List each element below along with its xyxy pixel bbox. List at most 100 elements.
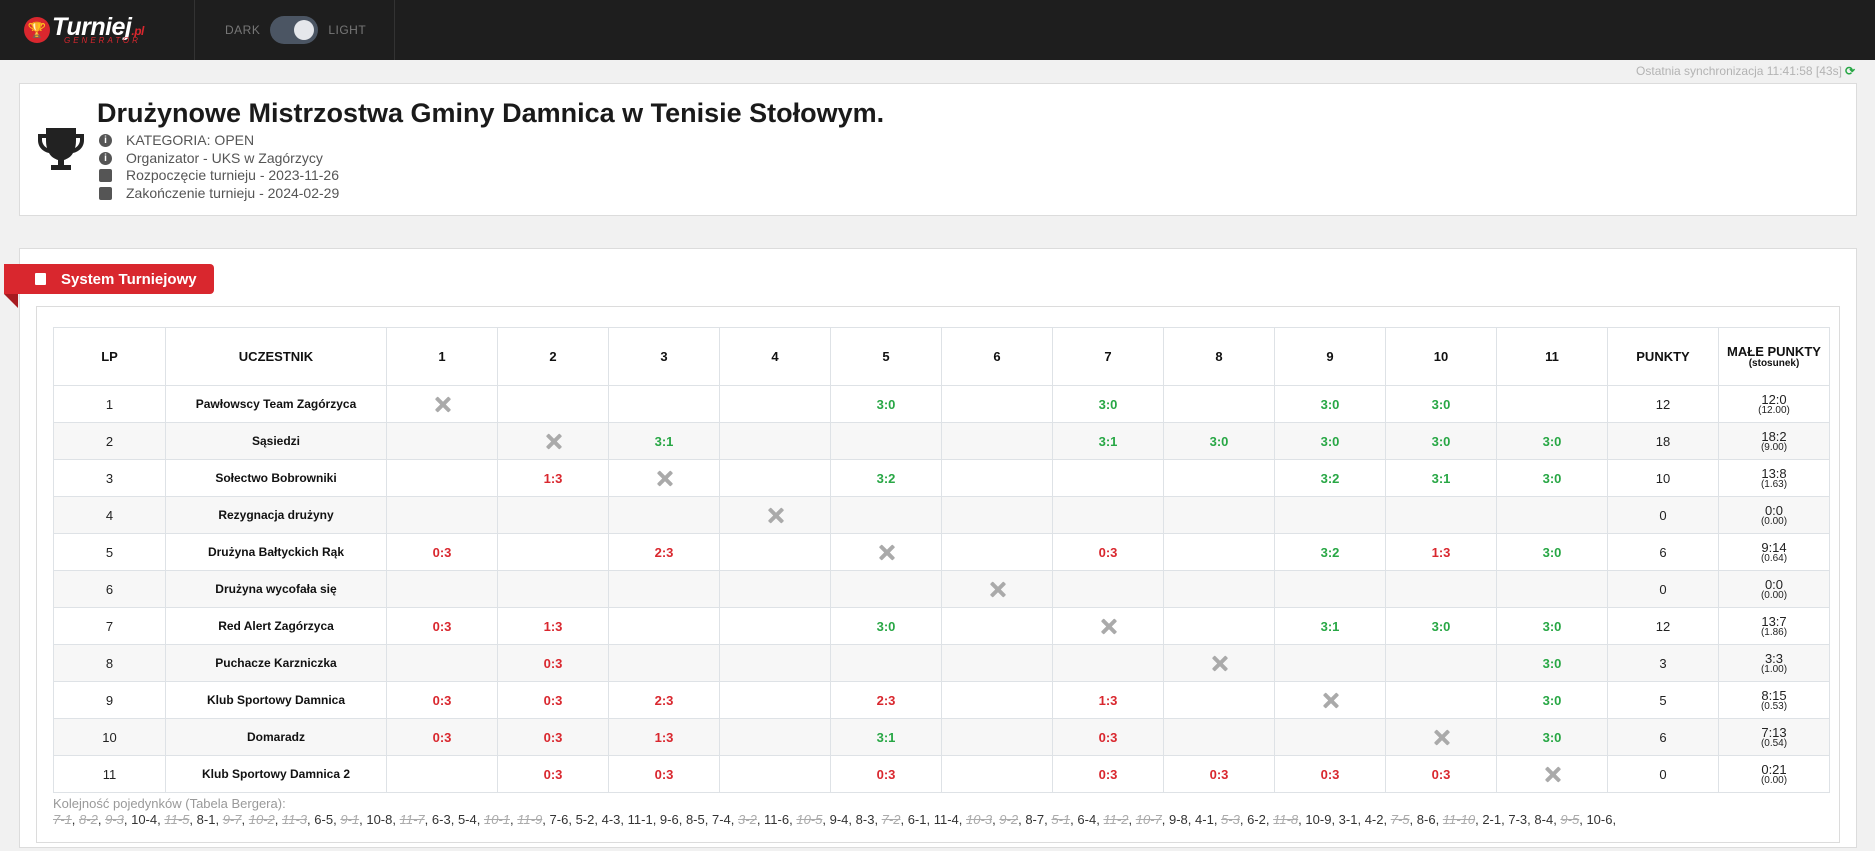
row-points: 12 <box>1607 607 1719 645</box>
berger-pair: 9-7 <box>222 812 242 827</box>
berger-pair: 6-3 <box>431 812 451 827</box>
result-cell[interactable]: 3:0 <box>1163 422 1275 460</box>
result-cell[interactable]: 1:3 <box>1052 681 1164 719</box>
result-cell[interactable]: 1:3 <box>497 607 609 645</box>
result-cell[interactable]: 2:3 <box>608 533 720 571</box>
berger-pair: 7-2 <box>881 812 901 827</box>
result-cell[interactable]: 3:1 <box>1385 459 1497 497</box>
empty-cell <box>1052 644 1164 682</box>
row-team-name[interactable]: Sołectwo Bobrowniki <box>165 459 387 497</box>
berger-pair: 2-1 <box>1482 812 1502 827</box>
loss-score: 0:3 <box>876 766 896 782</box>
theme-switch: DARK LIGHT <box>195 0 396 60</box>
result-cell[interactable]: 0:3 <box>1052 755 1164 793</box>
result-cell[interactable]: 3:0 <box>1385 422 1497 460</box>
loss-score: 1:3 <box>1098 692 1118 708</box>
row-team-name[interactable]: Puchacze Karzniczka <box>165 644 387 682</box>
empty-cell <box>941 607 1053 645</box>
result-cell[interactable]: 0:3 <box>608 755 720 793</box>
win-score: 3:0 <box>1542 692 1562 708</box>
empty-cell <box>941 681 1053 719</box>
result-cell[interactable]: 0:3 <box>1274 755 1386 793</box>
row-team-name[interactable]: Red Alert Zagórzyca <box>165 607 387 645</box>
row-small-points: 0:21 (0.00) <box>1718 755 1830 793</box>
row-team-name[interactable]: Sąsiedzi <box>165 422 387 460</box>
small-points-value: 13:7 <box>1761 613 1787 629</box>
result-cell[interactable]: 3:1 <box>1052 422 1164 460</box>
result-cell[interactable]: 3:0 <box>1052 385 1164 423</box>
row-team-name[interactable]: Klub Sportowy Damnica <box>165 681 387 719</box>
result-cell[interactable]: 3:0 <box>1496 422 1608 460</box>
empty-cell <box>1052 496 1164 534</box>
berger-pair: 10-7 <box>1135 812 1162 827</box>
info-icon: i <box>99 134 112 148</box>
result-cell[interactable]: 0:3 <box>386 681 498 719</box>
empty-cell <box>719 607 831 645</box>
info-start-date: Rozpoczęcie turnieju - 2023-11-26 <box>97 167 339 185</box>
row-team-name[interactable]: Drużyna wycofała się <box>165 570 387 608</box>
section-ribbon[interactable]: System Turniejowy <box>4 264 214 294</box>
result-cell[interactable]: 1:3 <box>1385 533 1497 571</box>
row-team-name[interactable]: Pawłowscy Team Zagórzyca <box>165 385 387 423</box>
result-cell[interactable]: 2:3 <box>608 681 720 719</box>
result-cell[interactable]: 3:1 <box>1274 607 1386 645</box>
result-cell[interactable]: 3:2 <box>1274 533 1386 571</box>
row-team-name[interactable]: Rezygnacja drużyny <box>165 496 387 534</box>
row-lp: 1 <box>53 385 166 423</box>
result-cell[interactable]: 3:0 <box>830 385 942 423</box>
result-cell[interactable]: 1:3 <box>608 718 720 756</box>
result-cell[interactable]: 0:3 <box>386 533 498 571</box>
result-cell[interactable]: 0:3 <box>497 755 609 793</box>
loss-score: 0:3 <box>543 766 563 782</box>
result-cell[interactable]: 3:1 <box>608 422 720 460</box>
sync-status: Ostatnia synchronizacja 11:41:58 [43s] ⟳ <box>1636 64 1855 78</box>
empty-cell <box>497 570 609 608</box>
theme-toggle[interactable] <box>270 16 319 44</box>
result-cell[interactable]: 0:3 <box>830 755 942 793</box>
small-points-ratio: 7:13 (0.54) <box>1719 726 1829 749</box>
row-team-name[interactable]: Drużyna Bałtyckich Rąk <box>165 533 387 571</box>
col-points: PUNKTY <box>1607 327 1719 386</box>
result-cell[interactable]: 3:0 <box>1274 385 1386 423</box>
result-cell[interactable]: 3:0 <box>1496 644 1608 682</box>
result-cell[interactable]: 3:0 <box>1496 607 1608 645</box>
loss-score: 0:3 <box>432 618 452 634</box>
result-cell[interactable]: 0:3 <box>497 644 609 682</box>
brand-logo[interactable]: 🏆 Turniej.pl GENERATOR <box>0 0 195 60</box>
result-cell[interactable]: 3:0 <box>830 607 942 645</box>
result-cell[interactable]: 0:3 <box>386 607 498 645</box>
empty-cell <box>386 755 498 793</box>
berger-pair: 6-4 <box>1077 812 1097 827</box>
empty-cell <box>608 385 720 423</box>
result-cell[interactable]: 0:3 <box>1052 533 1164 571</box>
result-cell[interactable]: 3:1 <box>830 718 942 756</box>
result-cell[interactable]: 1:3 <box>497 459 609 497</box>
col-lp: LP <box>53 327 166 386</box>
result-cell[interactable]: 0:3 <box>1052 718 1164 756</box>
result-cell[interactable]: 0:3 <box>1385 755 1497 793</box>
result-cell[interactable]: 0:3 <box>386 718 498 756</box>
row-team-name[interactable]: Klub Sportowy Damnica 2 <box>165 755 387 793</box>
self-cell <box>497 422 609 460</box>
result-cell[interactable]: 3:0 <box>1496 459 1608 497</box>
result-cell[interactable]: 2:3 <box>830 681 942 719</box>
result-cell[interactable]: 3:0 <box>1496 533 1608 571</box>
row-team-name[interactable]: Domaradz <box>165 718 387 756</box>
result-cell[interactable]: 0:3 <box>1163 755 1275 793</box>
result-cell[interactable]: 0:3 <box>497 718 609 756</box>
result-cell[interactable]: 3:0 <box>1274 422 1386 460</box>
win-score: 3:0 <box>1320 433 1340 449</box>
result-cell[interactable]: 3:0 <box>1385 607 1497 645</box>
berger-pair: 11-9 <box>517 812 543 827</box>
refresh-icon[interactable]: ⟳ <box>1844 64 1855 78</box>
result-cell[interactable]: 3:2 <box>1274 459 1386 497</box>
result-cell[interactable]: 3:0 <box>1496 681 1608 719</box>
result-cell[interactable]: 3:2 <box>830 459 942 497</box>
result-cell[interactable]: 3:0 <box>1496 718 1608 756</box>
win-score: 3:0 <box>876 618 896 634</box>
empty-cell <box>719 459 831 497</box>
result-cell[interactable]: 0:3 <box>497 681 609 719</box>
top-navbar: 🏆 Turniej.pl GENERATOR DARK LIGHT <box>0 0 1875 60</box>
result-cell[interactable]: 3:0 <box>1385 385 1497 423</box>
berger-pair: 8-2 <box>79 812 98 827</box>
